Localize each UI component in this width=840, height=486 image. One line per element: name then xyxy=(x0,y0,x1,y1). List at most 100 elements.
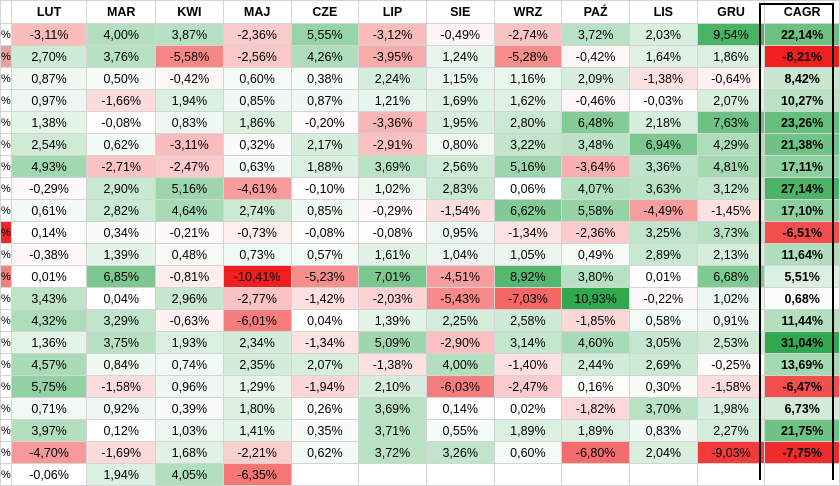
month-cell[interactable]: 2,44% xyxy=(561,353,630,376)
month-cell[interactable]: 3,76% xyxy=(86,45,157,68)
month-cell[interactable]: 2,18% xyxy=(628,111,698,134)
month-cell[interactable]: 2,27% xyxy=(696,419,766,442)
cagr-cell[interactable]: 21,38% xyxy=(764,133,840,156)
month-cell[interactable]: -6,35% xyxy=(222,463,292,486)
month-cell[interactable]: 0,39% xyxy=(155,397,224,420)
month-cell[interactable]: -1,58% xyxy=(86,375,157,398)
month-cell[interactable]: -2,03% xyxy=(358,287,427,310)
month-cell[interactable]: 1,05% xyxy=(493,243,563,266)
month-cell[interactable]: 3,25% xyxy=(628,221,698,244)
month-cell[interactable]: 0,26% xyxy=(290,397,360,420)
month-cell[interactable]: 5,58% xyxy=(561,199,630,222)
month-cell[interactable]: 4,05% xyxy=(155,463,224,486)
month-cell[interactable]: 4,29% xyxy=(696,133,766,156)
month-cell[interactable]: 3,22% xyxy=(493,133,563,156)
month-cell[interactable]: 0,04% xyxy=(86,287,157,310)
month-cell[interactable]: -3,95% xyxy=(358,45,427,68)
month-cell[interactable]: 0,60% xyxy=(493,441,563,464)
month-cell[interactable]: -0,08% xyxy=(86,111,157,134)
month-cell[interactable]: 1,94% xyxy=(86,463,157,486)
cagr-cell[interactable]: 21,75% xyxy=(764,419,840,442)
month-cell[interactable]: 6,68% xyxy=(696,265,766,288)
month-cell[interactable]: 2,35% xyxy=(222,353,292,376)
cagr-cell[interactable] xyxy=(764,463,840,486)
month-cell[interactable]: 2,34% xyxy=(222,331,292,354)
month-cell[interactable]: 1,68% xyxy=(155,441,224,464)
cagr-cell[interactable]: 23,26% xyxy=(764,111,840,134)
month-cell[interactable]: 2,10% xyxy=(358,375,427,398)
month-cell[interactable]: -2,77% xyxy=(222,287,292,310)
month-cell[interactable]: -0,29% xyxy=(358,199,427,222)
month-cell[interactable]: 2,54% xyxy=(10,133,88,156)
row-label-cut[interactable]: % xyxy=(0,375,12,398)
month-cell[interactable]: 10,93% xyxy=(561,287,630,310)
month-cell[interactable]: -0,64% xyxy=(696,67,766,90)
month-cell[interactable]: 2,13% xyxy=(696,243,766,266)
month-cell[interactable]: 5,16% xyxy=(155,177,224,200)
row-label-cut[interactable]: % xyxy=(0,133,12,156)
month-cell[interactable]: 0,92% xyxy=(86,397,157,420)
month-cell[interactable]: 0,73% xyxy=(222,243,292,266)
month-cell[interactable]: 2,80% xyxy=(493,111,563,134)
month-cell[interactable]: 1,39% xyxy=(358,309,427,332)
month-cell[interactable]: 3,69% xyxy=(358,155,427,178)
month-cell[interactable]: 2,58% xyxy=(493,309,563,332)
month-cell[interactable]: 2,56% xyxy=(425,155,495,178)
month-cell[interactable]: 2,70% xyxy=(10,45,88,68)
month-cell[interactable]: 1,86% xyxy=(222,111,292,134)
row-label-cut[interactable]: % xyxy=(0,177,12,200)
month-cell[interactable]: 4,07% xyxy=(561,177,630,200)
month-cell[interactable]: 2,53% xyxy=(696,331,766,354)
month-cell[interactable]: -0,42% xyxy=(155,67,224,90)
month-cell[interactable]: -3,11% xyxy=(10,23,88,46)
month-cell[interactable]: -0,21% xyxy=(155,221,224,244)
cagr-cell[interactable]: 5,51% xyxy=(764,265,840,288)
month-cell[interactable]: 0,14% xyxy=(425,397,495,420)
month-cell[interactable]: -0,10% xyxy=(290,177,360,200)
month-cell[interactable]: 1,02% xyxy=(358,177,427,200)
month-cell[interactable]: 0,50% xyxy=(86,67,157,90)
month-cell[interactable]: 4,60% xyxy=(561,331,630,354)
month-cell[interactable]: 0,60% xyxy=(222,67,292,90)
month-cell[interactable]: 1,98% xyxy=(696,397,766,420)
month-cell[interactable]: 9,54% xyxy=(696,23,766,46)
month-cell[interactable]: 0,85% xyxy=(290,199,360,222)
month-cell[interactable]: 0,55% xyxy=(425,419,495,442)
month-cell[interactable]: 3,80% xyxy=(561,265,630,288)
month-cell[interactable]: 0,30% xyxy=(628,375,698,398)
month-cell[interactable]: -1,34% xyxy=(493,221,563,244)
month-cell[interactable]: 0,87% xyxy=(10,67,88,90)
month-cell[interactable]: 3,71% xyxy=(358,419,427,442)
month-cell[interactable]: 3,72% xyxy=(561,23,630,46)
month-cell[interactable]: 0,48% xyxy=(155,243,224,266)
month-cell[interactable]: -4,61% xyxy=(222,177,292,200)
month-cell[interactable]: -0,63% xyxy=(155,309,224,332)
row-label-cut[interactable]: % xyxy=(0,463,12,486)
month-cell[interactable]: 1,04% xyxy=(425,243,495,266)
month-cell[interactable]: -0,06% xyxy=(10,463,88,486)
month-cell[interactable]: -3,11% xyxy=(155,133,224,156)
row-label-cut[interactable]: % xyxy=(0,441,12,464)
month-cell[interactable]: 0,61% xyxy=(10,199,88,222)
month-cell[interactable]: 0,34% xyxy=(86,221,157,244)
month-cell[interactable]: 2,09% xyxy=(561,67,630,90)
month-cell[interactable] xyxy=(358,463,427,486)
cagr-cell[interactable]: 17,11% xyxy=(764,155,840,178)
month-cell[interactable] xyxy=(561,463,630,486)
month-cell[interactable]: -0,81% xyxy=(155,265,224,288)
month-cell[interactable] xyxy=(290,463,360,486)
month-cell[interactable]: 1,39% xyxy=(86,243,157,266)
month-cell[interactable]: 1,61% xyxy=(358,243,427,266)
month-cell[interactable]: -4,49% xyxy=(628,199,698,222)
month-cell[interactable]: 1,69% xyxy=(425,89,495,112)
month-cell[interactable]: 1,88% xyxy=(290,155,360,178)
month-cell[interactable]: -5,23% xyxy=(290,265,360,288)
month-cell[interactable]: 1,95% xyxy=(425,111,495,134)
month-cell[interactable]: -2,47% xyxy=(155,155,224,178)
row-label-cut[interactable]: % xyxy=(0,221,12,244)
month-cell[interactable]: 4,26% xyxy=(290,45,360,68)
cagr-cell[interactable]: -6,47% xyxy=(764,375,840,398)
month-cell[interactable]: 4,64% xyxy=(155,199,224,222)
row-label-cut[interactable]: % xyxy=(0,287,12,310)
row-label-cut[interactable]: % xyxy=(0,243,12,266)
